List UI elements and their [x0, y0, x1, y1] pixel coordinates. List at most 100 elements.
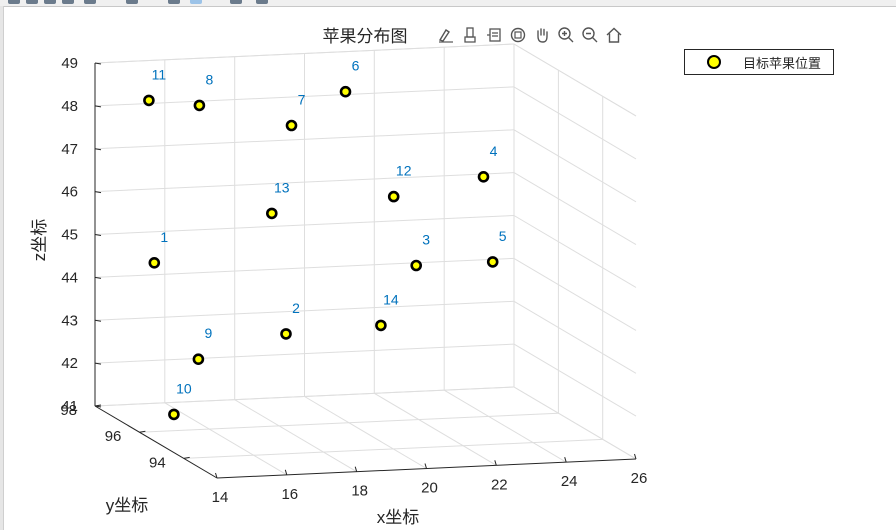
toolbar-button-icon[interactable]	[230, 0, 242, 4]
data-point-marker	[387, 190, 400, 203]
toolbar-button-icon[interactable]	[84, 0, 96, 4]
data-point-marker	[477, 171, 490, 183]
z-tick-label: 47	[61, 141, 78, 158]
x-tick-mark	[354, 466, 358, 472]
legend-marker-icon	[707, 55, 721, 69]
grid-line	[513, 215, 637, 288]
data-point-marker	[143, 94, 155, 107]
z-tick-mark	[94, 319, 102, 322]
grid-line	[513, 300, 637, 374]
data-point-label: 10	[176, 380, 192, 396]
data-point-marker	[285, 119, 298, 132]
z-tick-label: 48	[61, 98, 78, 115]
data-point-label: 5	[499, 228, 507, 244]
grid-line	[94, 215, 515, 235]
x-tick-mark	[424, 463, 427, 469]
grid-line	[94, 257, 515, 278]
z-tick-label: 43	[61, 312, 78, 329]
grid-line	[94, 300, 515, 321]
x-tick-mark	[634, 453, 637, 460]
insert-legend-icon[interactable]	[484, 24, 504, 46]
data-point-label: 12	[396, 163, 412, 179]
grid-line	[94, 172, 515, 193]
home-icon[interactable]	[604, 24, 624, 46]
z-tick-mark	[94, 191, 102, 194]
grid-line	[443, 389, 567, 463]
rotate-3d-icon[interactable]	[508, 24, 528, 46]
data-point-marker	[280, 328, 292, 340]
legend-entry: 目标苹果位置	[743, 56, 822, 72]
x-tick-label: 22	[491, 476, 508, 493]
x-tick-mark	[564, 457, 567, 463]
data-point-marker	[148, 256, 161, 269]
legend[interactable]: 目标苹果位置	[684, 49, 834, 75]
grid-line	[94, 386, 515, 407]
y-tick-label: 98	[60, 402, 77, 419]
y-tick-label: 94	[149, 454, 166, 471]
x-tick-label: 14	[212, 489, 229, 506]
grid-line	[374, 392, 497, 466]
z-tick-label: 49	[61, 55, 78, 72]
data-point-marker	[168, 408, 180, 421]
axes-box	[94, 62, 637, 479]
grid-line	[183, 438, 603, 459]
x-tick-mark	[215, 472, 218, 479]
z-tick-label: 41	[61, 398, 78, 415]
x-tick-label: 24	[561, 473, 578, 490]
data-point-marker	[339, 85, 352, 98]
toolbar-button-icon[interactable]	[26, 0, 38, 4]
toolbar-button-icon[interactable]	[190, 0, 202, 4]
data-tips-icon[interactable]	[460, 24, 480, 46]
toolbar-button-icon[interactable]	[44, 0, 56, 4]
grid-line	[94, 43, 515, 64]
toolbar-button-icon[interactable]	[126, 0, 138, 4]
data-point-label: 13	[274, 179, 290, 195]
x-tick-label: 20	[421, 480, 438, 497]
grid-line	[164, 402, 288, 476]
data-point-label: 9	[205, 325, 213, 341]
z-tick-label: 44	[61, 269, 78, 286]
toolbar-button-icon[interactable]	[8, 0, 20, 4]
data-point-label: 8	[206, 71, 214, 87]
z-tick-mark	[94, 276, 102, 279]
y-tick-mark	[139, 430, 146, 433]
grid-line	[94, 86, 515, 107]
y-tick-mark	[183, 456, 190, 459]
z-tick-mark	[94, 105, 102, 108]
toolbar-button-icon[interactable]	[168, 0, 180, 4]
zoom-out-icon[interactable]	[580, 24, 600, 46]
pan-icon[interactable]	[532, 24, 552, 46]
data-point-marker	[375, 319, 387, 332]
grid-line	[94, 129, 515, 150]
data-point-label: 11	[152, 66, 167, 82]
z-tick-label: 45	[61, 227, 78, 244]
data-point-marker	[265, 207, 278, 220]
grid-line	[513, 86, 637, 160]
grid-line	[304, 396, 427, 469]
z-tick-label: 42	[61, 355, 78, 372]
data-point-label: 14	[383, 291, 399, 307]
y-axis-label: y坐标	[106, 496, 149, 515]
data-point-label: 6	[352, 58, 360, 74]
z-axis-label: z坐标	[30, 219, 49, 262]
brush-icon[interactable]	[436, 24, 456, 46]
y-tick-label: 96	[105, 428, 122, 445]
data-point-label: 1	[160, 229, 168, 245]
data-point-label: 4	[490, 143, 498, 159]
figure-toolbar	[0, 0, 896, 7]
data-point-label: 3	[422, 232, 430, 248]
grid-line	[513, 386, 637, 460]
x-tick-label: 16	[281, 486, 298, 503]
z-tick-mark	[94, 148, 102, 151]
x-tick-mark	[284, 469, 288, 475]
grid-line	[513, 129, 637, 203]
toolbar-button-icon[interactable]	[62, 0, 74, 4]
zoom-in-icon[interactable]	[556, 24, 576, 46]
x-tick-label: 26	[631, 470, 648, 487]
z-tick-mark	[94, 62, 102, 65]
grid-line	[234, 399, 357, 473]
toolbar-button-icon[interactable]	[256, 0, 268, 4]
data-point-marker	[410, 259, 423, 272]
